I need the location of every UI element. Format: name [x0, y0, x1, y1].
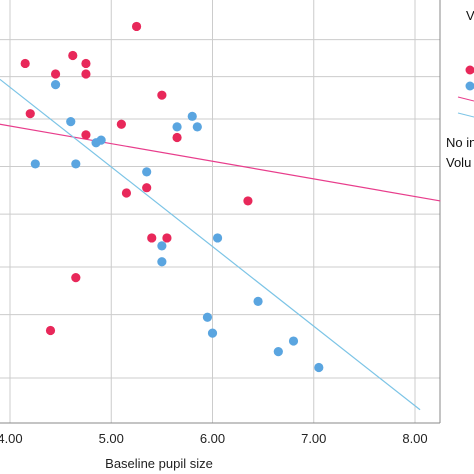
- red-data-point: [142, 183, 152, 193]
- legend-red-line: [457, 96, 474, 102]
- blue-fit-line: [0, 78, 421, 411]
- blue-data-point: [192, 122, 202, 132]
- blue-data-point: [142, 167, 152, 177]
- red-data-point: [81, 130, 91, 140]
- x-axis-label: Baseline pupil size: [105, 456, 213, 471]
- legend-blue-marker: [465, 81, 474, 91]
- fit-lines: [0, 78, 441, 411]
- blue-data-point: [172, 122, 182, 132]
- red-data-point: [71, 272, 81, 283]
- red-data-point: [20, 58, 30, 69]
- blue-data-point: [71, 159, 81, 169]
- x-tick-labels: 4.00 5.00 6.00 7.00 8.00: [0, 431, 428, 446]
- legend-blue-line: [457, 112, 474, 118]
- red-data-point: [81, 69, 91, 79]
- grid: [0, 0, 440, 423]
- blue-data-point: [50, 80, 61, 90]
- red-data-point: [45, 325, 56, 336]
- red-data-point: [81, 58, 91, 69]
- x-tick-label: 8.00: [402, 431, 427, 446]
- blue-data-point: [207, 328, 218, 338]
- red-data-point: [25, 109, 35, 119]
- red-data-point: [147, 233, 157, 243]
- blue-data-point: [91, 138, 101, 148]
- blue-data-point: [273, 347, 283, 357]
- red-data-point: [116, 119, 126, 129]
- blue-data-point: [187, 111, 197, 121]
- red-data-point: [121, 188, 132, 198]
- legend-title-partial: V: [466, 8, 474, 23]
- x-tick-label: 7.00: [301, 431, 326, 446]
- blue-data-point: [157, 257, 167, 267]
- red-data-point: [162, 233, 172, 243]
- blue-data-point: [157, 241, 167, 251]
- x-tick-label: 5.00: [99, 431, 124, 446]
- legend-label-volu: Volu: [446, 155, 471, 170]
- blue-data-point: [212, 233, 223, 243]
- legend-red-marker: [465, 65, 474, 75]
- blue-data-point: [66, 117, 76, 127]
- x-tick-label: 6.00: [200, 431, 225, 446]
- legend: V No in Volu: [446, 8, 474, 170]
- blue-data-point: [253, 296, 263, 306]
- red-data-point: [172, 132, 182, 143]
- blue-data-point: [314, 362, 324, 373]
- red-data-point: [68, 50, 78, 61]
- blue-data-point: [202, 312, 213, 322]
- blue-data-point: [30, 159, 40, 169]
- red-data-point: [131, 21, 142, 32]
- blue-data-point: [288, 336, 299, 346]
- red-data-point: [157, 90, 167, 100]
- red-data-point: [50, 69, 61, 79]
- red-data-point: [243, 196, 253, 206]
- data-points: [20, 21, 324, 373]
- x-tick-label: 4.00: [0, 431, 23, 446]
- plot-frame: [0, 0, 441, 424]
- legend-label-no-in: No in: [446, 135, 474, 150]
